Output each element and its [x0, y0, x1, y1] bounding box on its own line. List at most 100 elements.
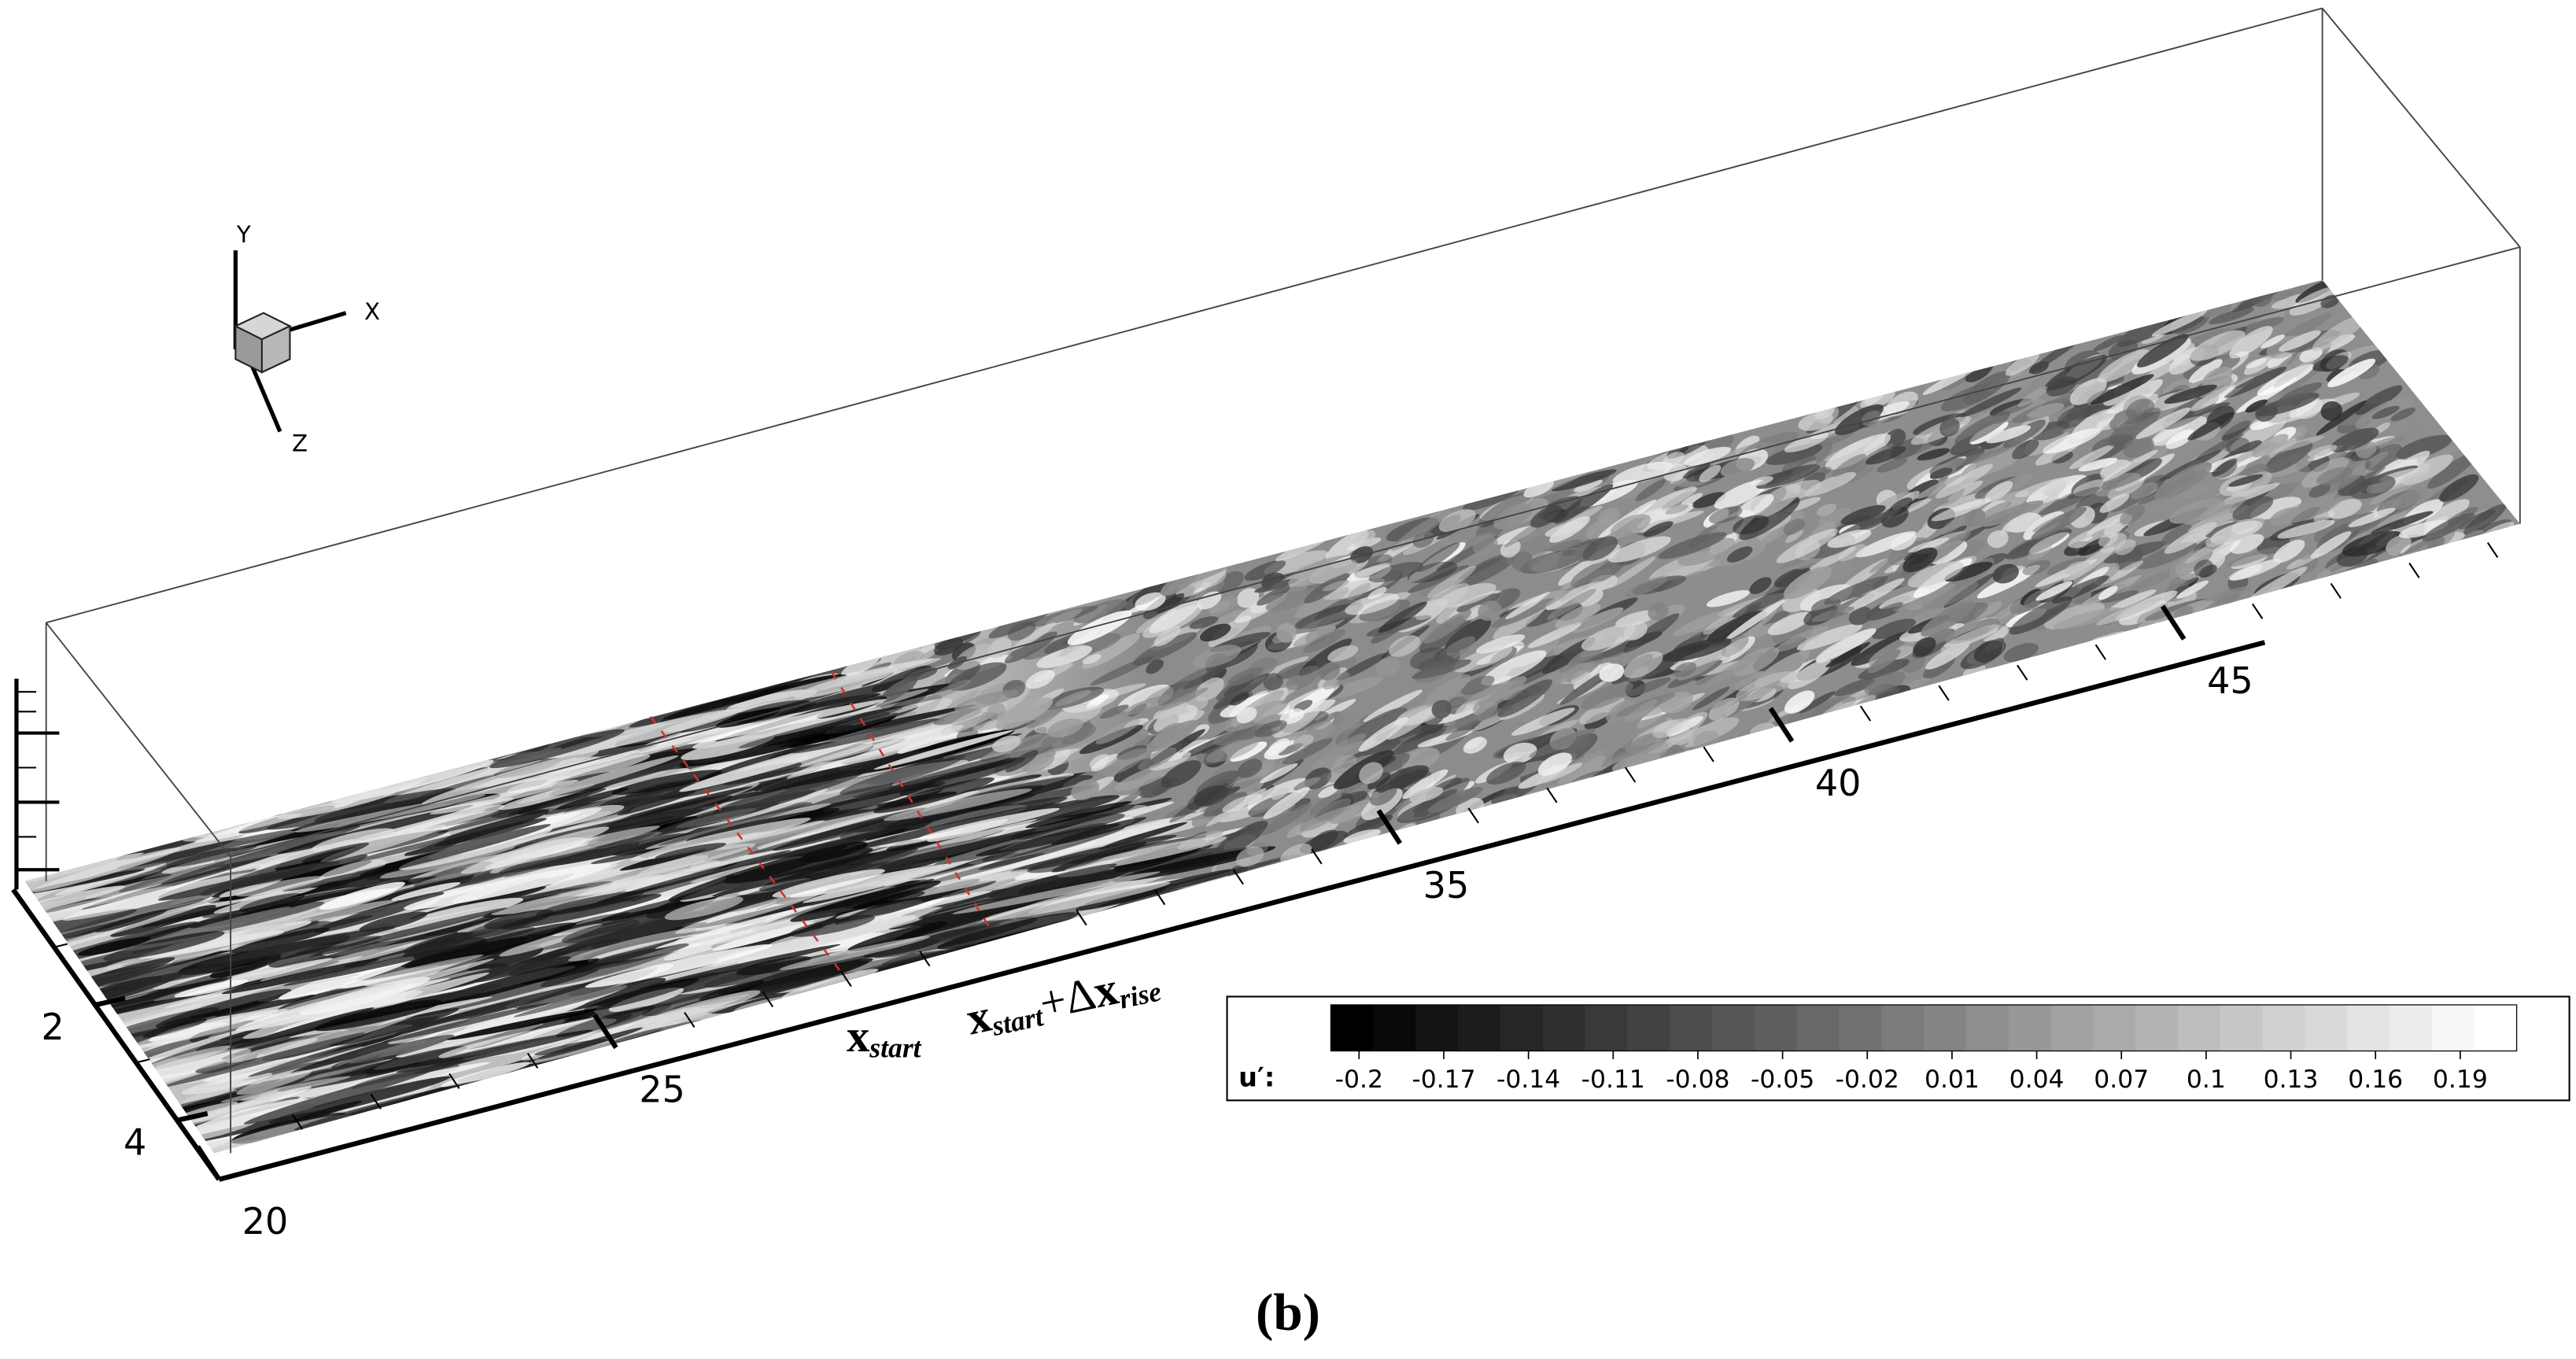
annotation-main: +Δ	[1035, 968, 1100, 1029]
texture-blob	[2277, 519, 2335, 539]
texture-blob	[2441, 546, 2494, 578]
texture-blob	[1208, 615, 1252, 648]
x-minor-tick	[1624, 766, 1637, 783]
x-minor-tick	[2251, 603, 2264, 619]
colorbar-step	[2390, 1004, 2434, 1051]
texture-blob	[374, 918, 494, 951]
texture-blob	[2249, 497, 2302, 520]
texture-blob	[1504, 591, 1551, 620]
texture-blob	[2415, 445, 2463, 463]
texture-blob	[2283, 279, 2320, 301]
texture-blob	[2068, 523, 2124, 548]
texture-blob	[1418, 655, 1454, 671]
colorbar-tick-label: 0.07	[2094, 1065, 2149, 1094]
texture-blob	[1375, 724, 1441, 748]
x-tick-label: 35	[1423, 864, 1470, 907]
texture-blob	[1984, 481, 2013, 503]
texture-blob	[1773, 567, 1811, 588]
texture-blob	[2123, 437, 2155, 459]
colorbar-step	[1627, 1004, 1671, 1051]
texture-blob	[715, 806, 913, 851]
texture-blob	[1752, 523, 1792, 550]
texture-blob	[1749, 577, 1772, 595]
texture-blob	[1891, 584, 1956, 612]
texture-blob	[1615, 610, 1658, 628]
z-tick-label: 4	[124, 1121, 146, 1163]
texture-blob	[1557, 755, 1606, 789]
texture-blob	[2277, 365, 2323, 397]
texture-blob	[1359, 599, 1411, 622]
x-minor-tick	[1703, 746, 1714, 763]
texture-blob	[1570, 607, 1624, 633]
texture-blob	[2110, 640, 2131, 652]
texture-blob	[1401, 748, 1440, 771]
colorbar-tick-label: -0.11	[1581, 1065, 1645, 1094]
texture-blob	[1211, 820, 1268, 860]
texture-blob	[2006, 527, 2071, 560]
texture-blob	[215, 994, 316, 1017]
texture-blob	[1230, 692, 1249, 706]
x-minor-tick	[2330, 582, 2342, 599]
texture-blob	[1936, 681, 1979, 702]
x-tick-label: 45	[2207, 659, 2253, 702]
texture-blob	[1073, 599, 1127, 624]
x-minor-tick	[2094, 644, 2107, 660]
texture-blob	[2396, 434, 2452, 460]
texture-blob	[2458, 509, 2496, 530]
texture-blob	[2109, 589, 2157, 611]
texture-blob	[2224, 366, 2287, 398]
texture-blob	[2110, 560, 2143, 581]
colorbar-step	[2220, 1004, 2264, 1051]
texture-blob	[1869, 552, 1902, 574]
texture-blob	[2161, 524, 2192, 545]
colorbar-tick-label: 0.01	[1925, 1065, 1980, 1094]
texture-blob	[24, 852, 144, 892]
texture-blob	[2439, 474, 2479, 502]
texture-blob	[2245, 399, 2268, 413]
texture-blob	[1784, 690, 1815, 714]
colorbar-step	[2135, 1004, 2179, 1051]
colorbar-step	[2474, 1004, 2518, 1051]
texture-blob	[2178, 484, 2210, 499]
colorbar-step	[2178, 1004, 2221, 1051]
colorbar-label: u′:	[1238, 1062, 1275, 1093]
texture-blob	[2124, 631, 2149, 645]
x-minor-tick	[1938, 685, 1950, 701]
texture-blob	[1212, 723, 1271, 746]
texture-blob	[1767, 611, 1812, 636]
texture-blob	[2069, 445, 2114, 470]
texture-blob	[1785, 530, 1803, 543]
texture-blob	[1635, 479, 1666, 501]
colorbar-step	[1670, 1004, 1713, 1051]
texture-blob	[2103, 541, 2166, 563]
texture-blob	[1917, 448, 1950, 461]
colorbar-tick-label: -0.14	[1497, 1065, 1560, 1094]
texture-blob	[1916, 472, 1970, 499]
colorbar-step	[1542, 1004, 1586, 1051]
texture-blob	[1884, 428, 1906, 449]
x-minor-tick	[2408, 562, 2420, 578]
texture-blob	[1500, 539, 1521, 558]
annotation: xstart+Δxrise	[962, 955, 1164, 1047]
annotation-main: x	[847, 1010, 869, 1062]
texture-blob	[1964, 678, 1995, 700]
colorbar-step	[1754, 1004, 1798, 1051]
colorbar-step	[2008, 1004, 2052, 1051]
triad-label: Y	[236, 221, 251, 248]
texture-blob	[1890, 533, 1917, 551]
texture-blob	[1681, 493, 1703, 506]
texture-blob	[2078, 457, 2118, 471]
texture-blob	[2117, 318, 2167, 347]
annotation-sub: rise	[1116, 975, 1164, 1014]
texture-blob	[2228, 564, 2263, 581]
x-minor-tick	[2486, 541, 2499, 558]
texture-blob	[1963, 371, 2011, 404]
x-tick-label: 40	[1815, 762, 1862, 804]
texture-blob	[2264, 441, 2313, 474]
texture-blob	[1574, 479, 1604, 493]
texture-blob	[1574, 785, 1604, 800]
colorbar-tick-label: -0.17	[1412, 1065, 1475, 1094]
texture-blob	[1871, 619, 1916, 640]
texture-blob	[2229, 326, 2273, 359]
